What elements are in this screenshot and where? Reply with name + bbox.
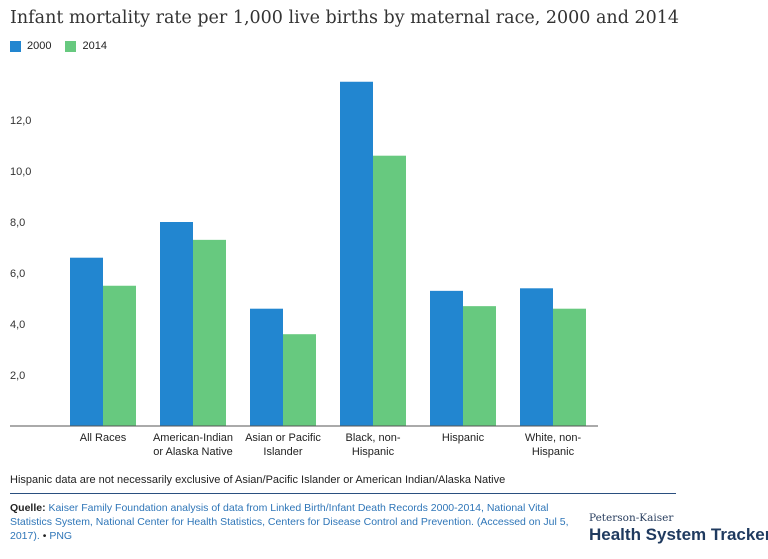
source-bullet: • (42, 530, 47, 542)
bar-2014-2 (283, 334, 316, 426)
y-tick-label: 4,0 (10, 319, 25, 331)
x-category-label: Asian or Pacific (245, 432, 321, 444)
bar-2014-1 (193, 239, 226, 426)
legend-label-2014: 2014 (82, 40, 107, 52)
source-label: Quelle: (10, 502, 46, 514)
bar-2000-4 (430, 290, 463, 426)
bar-2000-0 (70, 257, 103, 426)
x-category-label: White, non- (525, 432, 582, 444)
y-tick-label: 2,0 (10, 370, 25, 382)
y-tick-label: 8,0 (10, 217, 25, 229)
brand-main-text: Health System Tracker (589, 525, 768, 544)
bar-2014-4 (463, 306, 496, 426)
x-category-label: Hispanic (352, 446, 395, 458)
brand-logo: Peterson-Kaiser Health System Tracker (589, 512, 768, 545)
bar-2000-2 (250, 308, 283, 426)
legend-swatch-2000 (10, 40, 21, 52)
chart-title: Infant mortality rate per 1,000 live bir… (10, 8, 679, 28)
y-tick-label: 6,0 (10, 268, 25, 280)
png-download-link[interactable]: PNG (49, 530, 73, 542)
legend-label-2000: 2000 (27, 40, 52, 52)
x-category-label: or Alaska Native (153, 446, 232, 458)
bar-2014-5 (553, 308, 586, 426)
legend-item-2014: 2014 (65, 40, 107, 52)
legend-swatch-2014 (65, 40, 77, 52)
y-tick-label: 10,0 (10, 166, 31, 178)
x-category-label: All Races (80, 432, 127, 444)
y-tick-label: 12,0 (10, 115, 31, 127)
x-category-label: Islander (263, 446, 302, 458)
bar-2014-3 (373, 155, 406, 426)
bar-2000-3 (340, 81, 373, 426)
bar-chart: 2,0 4,0 6,0 8,0 10,0 12,0 All Races American-In… (10, 81, 598, 458)
x-category-label: Hispanic (442, 432, 485, 444)
source-block: Quelle: Kaiser Family Foundation analysi… (10, 501, 580, 543)
brand-top-text: Peterson-Kaiser (589, 512, 674, 524)
bar-2014-0 (103, 285, 136, 426)
x-category-label: American-Indian (153, 432, 233, 444)
footnote: Hispanic data are not necessarily exclus… (10, 474, 506, 486)
x-category-label: Hispanic (532, 446, 575, 458)
source-link[interactable]: Kaiser Family Foundation analysis of dat… (10, 502, 569, 542)
legend: 2000 2014 (10, 40, 121, 52)
bar-2000-5 (520, 288, 553, 426)
legend-item-2000: 2000 (10, 40, 51, 52)
bar-2000-1 (160, 222, 193, 426)
x-category-label: Black, non- (345, 432, 400, 444)
footer-divider (10, 493, 676, 494)
